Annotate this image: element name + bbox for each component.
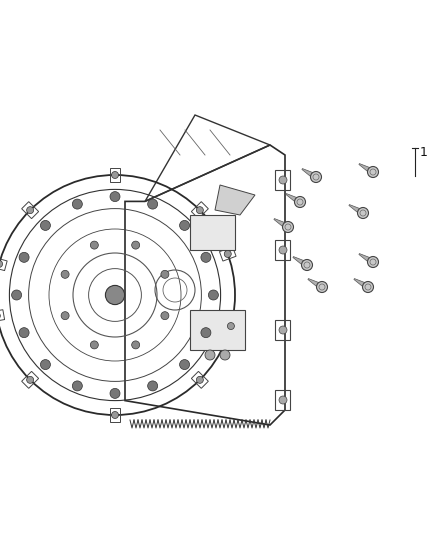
Circle shape <box>363 281 374 293</box>
Polygon shape <box>359 254 374 264</box>
Circle shape <box>227 322 234 329</box>
Polygon shape <box>308 279 324 289</box>
Bar <box>110 168 120 182</box>
Circle shape <box>19 328 29 338</box>
Circle shape <box>294 197 305 207</box>
Circle shape <box>61 312 69 320</box>
Circle shape <box>112 172 119 179</box>
Circle shape <box>72 199 82 209</box>
Circle shape <box>110 191 120 201</box>
Bar <box>275 240 290 260</box>
Circle shape <box>180 221 190 230</box>
Circle shape <box>11 290 21 300</box>
Bar <box>275 320 290 340</box>
Circle shape <box>90 341 99 349</box>
Circle shape <box>110 389 120 398</box>
Circle shape <box>40 221 50 230</box>
Circle shape <box>224 251 231 257</box>
Circle shape <box>106 285 124 304</box>
Circle shape <box>196 376 203 383</box>
Circle shape <box>279 176 287 184</box>
Circle shape <box>40 360 50 369</box>
Circle shape <box>148 199 158 209</box>
Circle shape <box>279 396 287 404</box>
Bar <box>21 372 39 389</box>
Circle shape <box>301 260 312 271</box>
Circle shape <box>0 261 3 268</box>
Bar <box>0 257 7 271</box>
Circle shape <box>27 376 34 383</box>
Circle shape <box>180 360 190 369</box>
Circle shape <box>148 381 158 391</box>
Bar <box>190 310 245 350</box>
Circle shape <box>283 222 293 232</box>
Circle shape <box>72 381 82 391</box>
Circle shape <box>161 312 169 320</box>
Bar <box>21 201 39 219</box>
Circle shape <box>161 270 169 278</box>
Circle shape <box>317 281 328 293</box>
Circle shape <box>27 207 34 214</box>
Polygon shape <box>359 164 374 175</box>
Circle shape <box>279 246 287 254</box>
Bar <box>110 408 120 422</box>
Circle shape <box>196 207 203 214</box>
Circle shape <box>132 241 140 249</box>
Polygon shape <box>349 205 364 216</box>
Bar <box>223 319 239 333</box>
Circle shape <box>367 256 378 268</box>
Bar <box>275 390 290 410</box>
Polygon shape <box>286 193 301 205</box>
Circle shape <box>201 252 211 262</box>
Bar <box>191 372 208 389</box>
Polygon shape <box>274 219 290 230</box>
Circle shape <box>132 341 140 349</box>
Bar <box>191 201 208 219</box>
Bar <box>0 310 4 322</box>
Bar <box>190 215 235 250</box>
Circle shape <box>357 207 368 219</box>
Circle shape <box>201 328 211 338</box>
Circle shape <box>90 241 99 249</box>
Circle shape <box>279 326 287 334</box>
Polygon shape <box>215 185 255 215</box>
Circle shape <box>61 270 69 278</box>
Circle shape <box>205 350 215 360</box>
Circle shape <box>112 411 119 418</box>
Bar <box>219 247 236 261</box>
Polygon shape <box>354 279 370 289</box>
Circle shape <box>311 172 321 182</box>
Polygon shape <box>293 256 308 268</box>
Circle shape <box>220 350 230 360</box>
Circle shape <box>19 252 29 262</box>
Text: 1: 1 <box>420 146 428 159</box>
Circle shape <box>208 290 219 300</box>
Circle shape <box>367 166 378 177</box>
Polygon shape <box>302 168 318 180</box>
Bar <box>275 170 290 190</box>
